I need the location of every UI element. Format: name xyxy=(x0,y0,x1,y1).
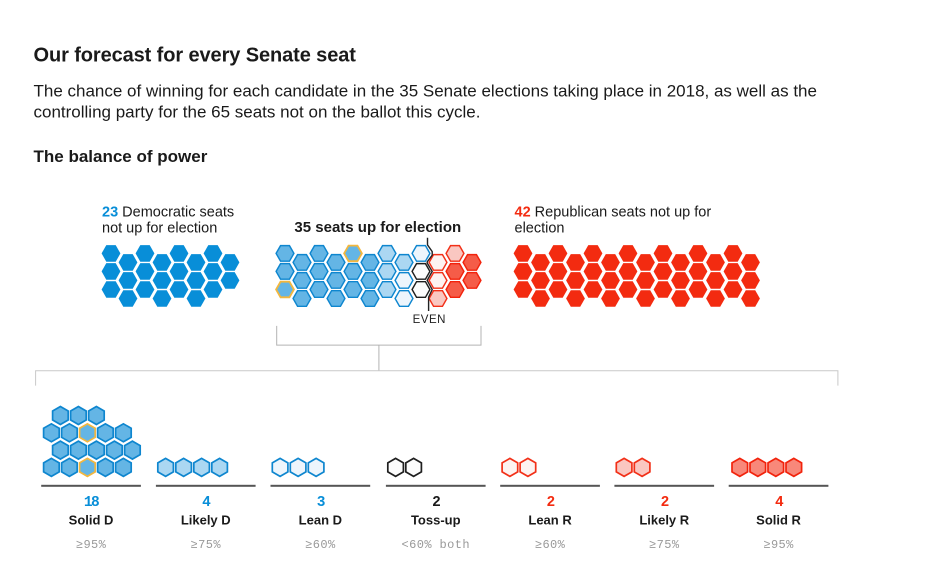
svg-text:≥95%: ≥95% xyxy=(76,538,107,552)
svg-text:18: 18 xyxy=(84,495,99,511)
svg-text:2: 2 xyxy=(546,495,554,511)
svg-text:Solid D: Solid D xyxy=(69,513,114,528)
svg-text:42 Republican seats not up for: 42 Republican seats not up for xyxy=(515,205,712,221)
svg-text:election: election xyxy=(515,221,565,237)
svg-text:controlling party for the 65 s: controlling party for the 65 seats not o… xyxy=(34,103,481,122)
svg-text:2: 2 xyxy=(661,495,669,511)
svg-text:Solid R: Solid R xyxy=(756,513,801,528)
svg-text:≥60%: ≥60% xyxy=(535,538,566,552)
svg-text:≥75%: ≥75% xyxy=(649,538,680,552)
svg-text:4: 4 xyxy=(202,495,211,511)
svg-text:≥95%: ≥95% xyxy=(763,538,794,552)
svg-text:≥75%: ≥75% xyxy=(191,538,222,552)
svg-text:Likely D: Likely D xyxy=(181,513,231,528)
svg-text:not up for election: not up for election xyxy=(102,221,217,237)
svg-text:The chance of winning for each: The chance of winning for each candidate… xyxy=(34,82,817,101)
svg-text:The balance of power: The balance of power xyxy=(34,147,208,166)
svg-text:4: 4 xyxy=(775,495,784,511)
svg-text:≥60%: ≥60% xyxy=(305,538,336,552)
svg-text:<60% both: <60% both xyxy=(402,538,470,552)
svg-text:Likely R: Likely R xyxy=(639,513,689,528)
svg-text:EVEN: EVEN xyxy=(413,314,446,326)
svg-text:35 seats up for election: 35 seats up for election xyxy=(294,219,461,236)
svg-text:Our forecast for every Senate: Our forecast for every Senate seat xyxy=(34,45,357,67)
svg-text:Toss-up: Toss-up xyxy=(411,513,461,528)
svg-text:3: 3 xyxy=(317,495,325,511)
svg-text:23 Democratic seats: 23 Democratic seats xyxy=(102,205,234,221)
svg-text:Lean D: Lean D xyxy=(299,513,342,528)
svg-text:Lean R: Lean R xyxy=(528,513,572,528)
svg-text:2: 2 xyxy=(432,495,440,511)
